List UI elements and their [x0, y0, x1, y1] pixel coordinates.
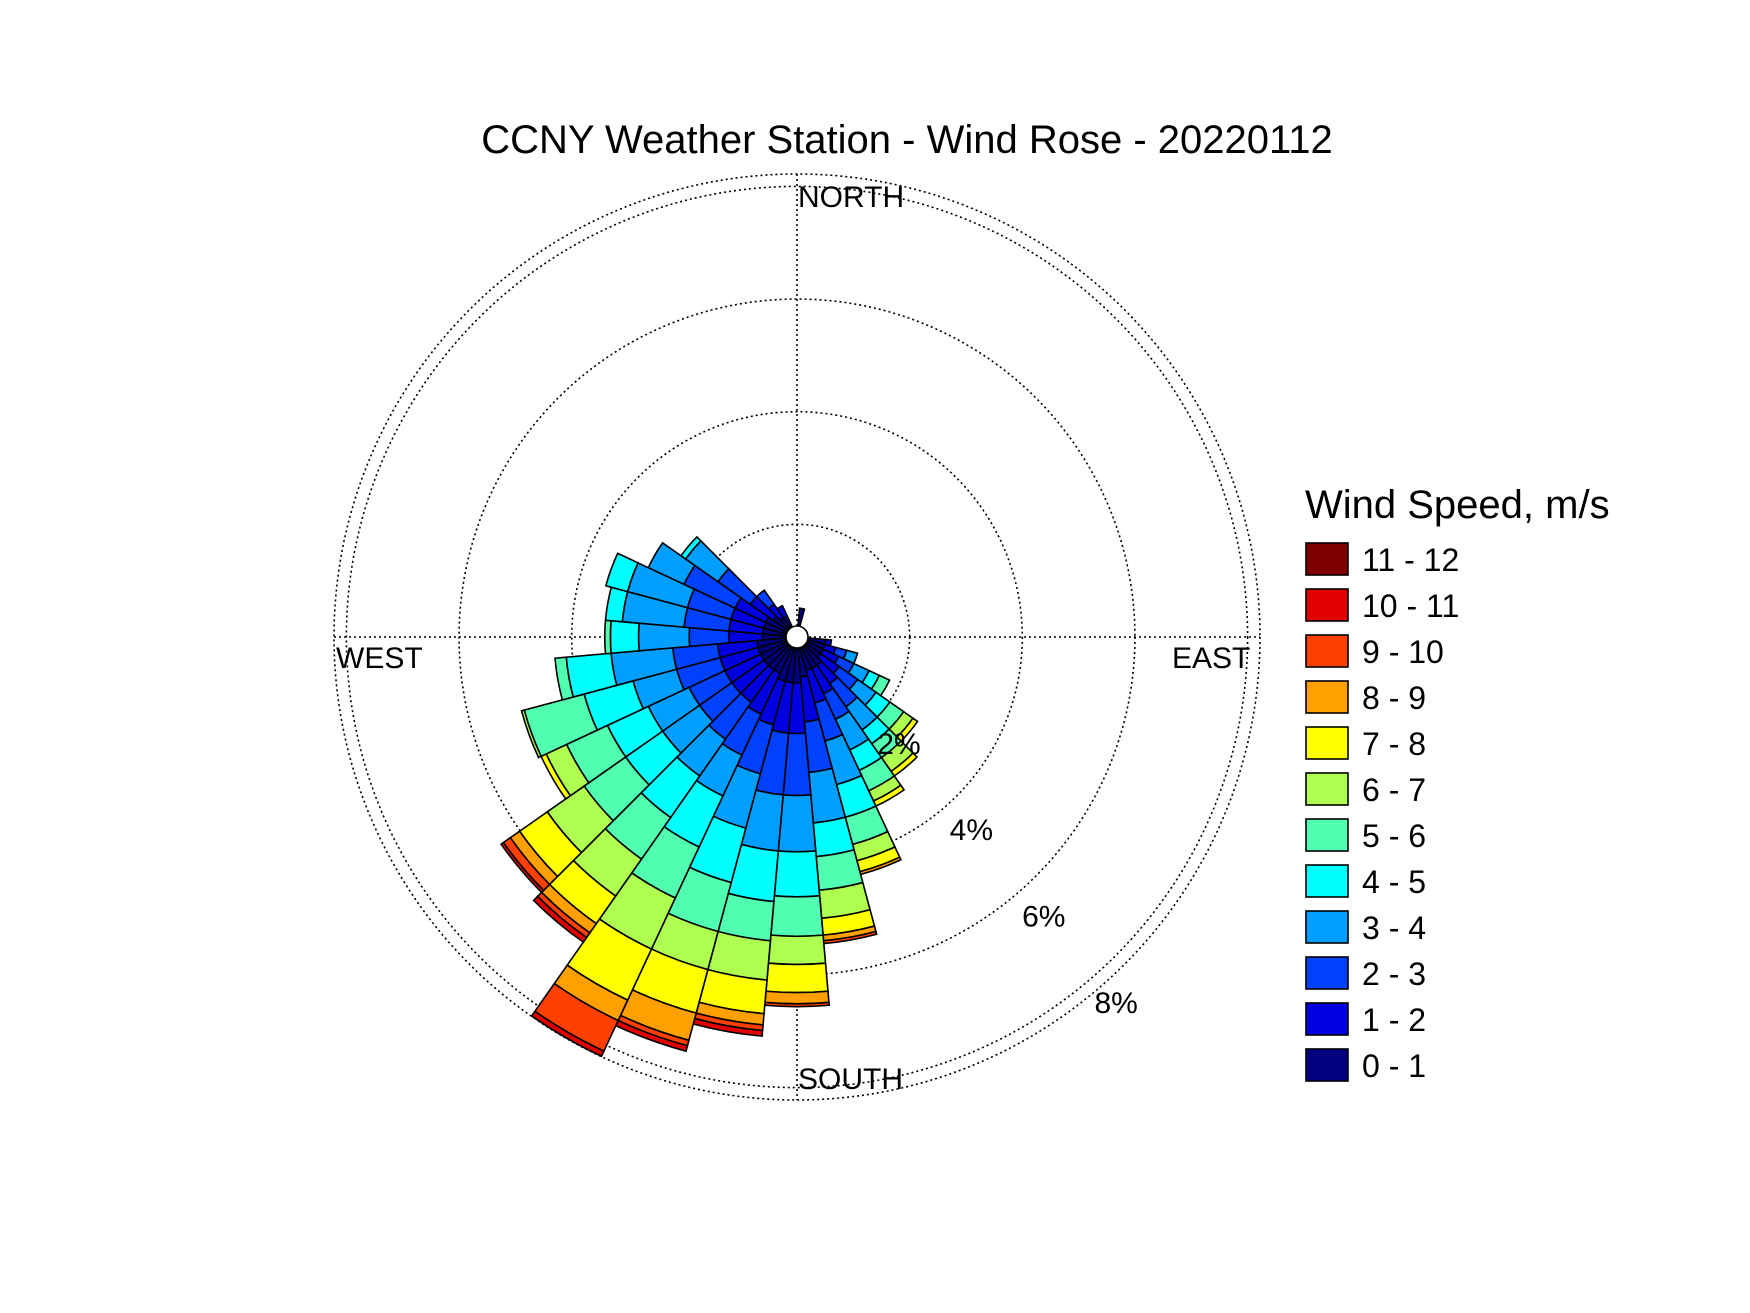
legend-swatch-4-5 — [1305, 864, 1349, 898]
grid-ring-8 — [345, 185, 1249, 1089]
wedge-320deg-bin-2-3 — [755, 589, 776, 610]
wedge-220deg-bin-10-11 — [532, 895, 588, 944]
wedge-330deg-bin-1-2 — [776, 604, 789, 620]
wedge-270deg-bin-4-5 — [609, 619, 641, 655]
wedge-180deg-bin-9-10 — [763, 1001, 831, 1008]
wedge-270deg-bin-5-6 — [603, 619, 612, 655]
legend-swatch-6-7 — [1305, 772, 1349, 806]
ring-label-6: 6% — [1022, 900, 1065, 933]
legend-label-1-2: 1 - 2 — [1362, 1002, 1426, 1038]
legend-label-8-9: 8 - 9 — [1362, 680, 1426, 716]
wedge-210deg-bin-10-11 — [530, 1010, 605, 1058]
center-hole — [785, 625, 809, 649]
chart-title: CCNY Weather Station - Wind Rose - 20220… — [481, 118, 1333, 162]
ring-labels: 2% 4% 6% 8% — [877, 728, 1138, 1020]
legend-swatch-2-3 — [1305, 956, 1349, 990]
wedge-180deg-bin-4-5 — [773, 850, 821, 898]
wedge-180deg-bin-5-6 — [770, 894, 824, 938]
wind-rose-wedges — [499, 535, 919, 1058]
wedge-180deg-bin-6-7 — [767, 934, 827, 966]
legend-label-11-12: 11 - 12 — [1362, 542, 1459, 578]
ring-label-8: 8% — [1095, 987, 1138, 1020]
legend-swatch-10-11 — [1305, 588, 1349, 622]
legend-swatch-9-10 — [1305, 634, 1349, 668]
legend-label-7-8: 7 - 8 — [1362, 726, 1426, 762]
direction-label-north: NORTH — [798, 181, 904, 214]
legend-label-4-5: 4 - 5 — [1362, 864, 1426, 900]
direction-label-south: SOUTH — [798, 1063, 903, 1096]
legend-title: Wind Speed, m/s — [1305, 483, 1610, 527]
direction-label-east: EAST — [1172, 642, 1250, 675]
wedge-230deg-bin-10-11 — [499, 841, 545, 894]
wedge-290deg-bin-4-5 — [604, 552, 640, 593]
grid-ring-4 — [570, 410, 1024, 864]
wedge-180deg-bin-3-4 — [777, 793, 817, 853]
legend-label-3-4: 3 - 4 — [1362, 910, 1426, 946]
wedge-180deg-bin-8-9 — [764, 990, 830, 1005]
direction-label-west: WEST — [336, 642, 423, 675]
wedge-10deg-bin-0-1 — [797, 607, 806, 627]
legend-label-5-6: 5 - 6 — [1362, 818, 1426, 854]
legend-swatch-5-6 — [1305, 818, 1349, 852]
wedge-310deg-bin-4-5 — [679, 535, 703, 561]
legend-label-6-7: 6 - 7 — [1362, 772, 1426, 808]
legend-swatch-3-4 — [1305, 910, 1349, 944]
ring-label-4: 4% — [950, 814, 993, 847]
legend: Wind Speed, m/s 11 - 12 10 - 11 9 - 10 8 - … — [1305, 483, 1610, 1084]
legend-label-9-10: 9 - 10 — [1362, 634, 1444, 670]
legend-label-0-1: 0 - 1 — [1362, 1048, 1426, 1084]
legend-swatch-8-9 — [1305, 680, 1349, 714]
wedge-300deg-bin-3-4 — [647, 541, 697, 586]
legend-swatch-0-1 — [1305, 1048, 1349, 1082]
ring-label-2: 2% — [877, 728, 920, 761]
legend-swatch-1-2 — [1305, 1002, 1349, 1036]
wedge-250deg-bin-6-7 — [520, 709, 543, 759]
wedge-180deg-bin-7-8 — [765, 962, 829, 994]
legend-label-2-3: 2 - 3 — [1362, 956, 1426, 992]
legend-swatch-11-12 — [1305, 542, 1349, 576]
wedge-260deg-bin-5-6 — [554, 656, 575, 701]
legend-label-10-11: 10 - 11 — [1362, 588, 1459, 624]
legend-swatch-7-8 — [1305, 726, 1349, 760]
